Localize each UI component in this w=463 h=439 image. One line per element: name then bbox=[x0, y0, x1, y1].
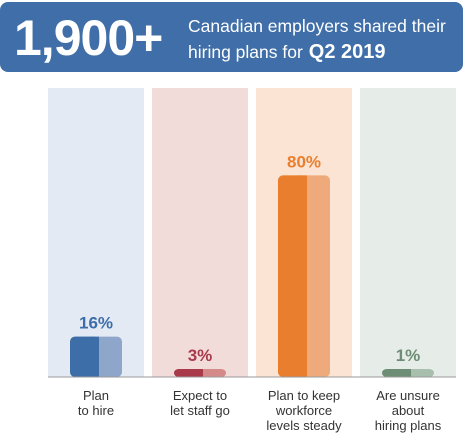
header-banner: 1,900+ Canadian employers shared their h… bbox=[0, 2, 463, 72]
category-label-line: workforce bbox=[275, 403, 332, 418]
category-label: Expect to let staff go bbox=[170, 388, 230, 418]
column-background bbox=[48, 88, 144, 377]
category-label-line: to hire bbox=[78, 403, 114, 418]
value-label: 16% bbox=[79, 314, 113, 333]
headline-number: 1,900+ bbox=[14, 10, 163, 66]
category-label: Plan to keep workforce levels steady bbox=[266, 388, 342, 433]
category-label: Plan to hire bbox=[78, 388, 114, 418]
category-label-line: let staff go bbox=[170, 403, 230, 418]
value-label: 1% bbox=[396, 346, 421, 365]
category-label-line: Are unsure bbox=[376, 388, 440, 403]
bar-seam bbox=[404, 369, 411, 377]
category-label-line: Plan bbox=[83, 388, 109, 403]
bar-seam bbox=[300, 175, 307, 377]
subtitle-line-1: Canadian employers shared their bbox=[188, 16, 446, 36]
bar bbox=[278, 175, 307, 377]
bar-seam bbox=[92, 336, 99, 377]
value-label: 80% bbox=[287, 152, 321, 171]
subtitle-line-2-text: hiring plans for bbox=[188, 42, 303, 62]
column-background bbox=[152, 88, 248, 377]
category-label-line: Expect to bbox=[173, 388, 227, 403]
category-label: Are unsure about hiring plans bbox=[375, 388, 442, 433]
category-label-line: Plan to keep bbox=[268, 388, 340, 403]
category-label-line: about bbox=[392, 403, 425, 418]
value-label: 3% bbox=[188, 346, 213, 365]
subtitle-line-2: hiring plans for Q2 2019 bbox=[188, 40, 386, 64]
bar-seam bbox=[196, 369, 203, 377]
bar bbox=[382, 369, 411, 377]
subtitle-highlight: Q2 2019 bbox=[308, 41, 386, 63]
bar bbox=[70, 336, 99, 377]
category-label-line: levels steady bbox=[266, 418, 342, 433]
bar bbox=[174, 369, 203, 377]
column-background bbox=[360, 88, 456, 377]
category-label-line: hiring plans bbox=[375, 418, 442, 433]
